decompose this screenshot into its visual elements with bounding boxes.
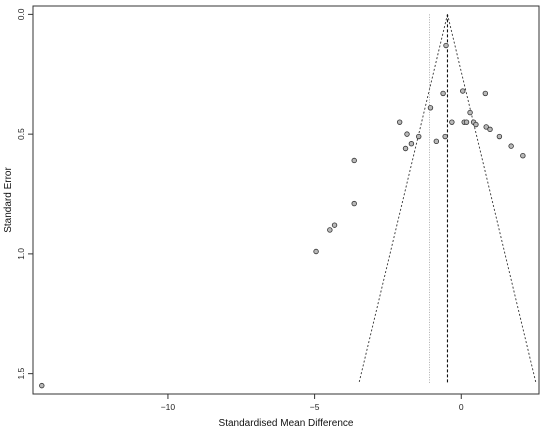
data-point [331,222,338,228]
data-point [442,133,448,140]
data-point [39,382,45,389]
y-tick-label: 1.5 [16,367,26,379]
funnel-left-line [358,14,448,384]
reference-lines [358,14,537,384]
data-point [327,227,333,233]
data-point [440,90,446,97]
plot-frame [32,5,540,395]
data-point [460,88,466,94]
x-axis-title: Standardised Mean Difference [219,418,354,429]
data-point [520,152,526,159]
x-axis: −10 −5 0 [161,394,464,412]
data-point [496,133,503,140]
data-point [508,143,514,149]
data-point [487,126,493,133]
y-axis: 0.0 0.5 1.0 1.5 [16,8,33,380]
data-point [482,90,489,97]
data-point [351,157,357,164]
x-tick-label: −5 [310,402,320,412]
y-tick-label: 1.0 [16,248,26,260]
y-tick-label: 0.0 [16,8,26,20]
data-points [39,42,526,389]
data-point [433,138,440,145]
funnel-right-line [447,14,537,384]
data-point [473,121,479,128]
data-point [463,119,470,125]
data-point [467,109,473,116]
data-point [402,145,409,152]
data-point [416,133,422,140]
data-point [351,200,357,207]
data-point [404,131,410,137]
data-point [408,141,415,147]
x-tick-label: 0 [459,402,464,412]
data-point [396,119,403,125]
data-point [313,248,319,255]
y-axis-title: Standard Error [3,167,14,233]
data-point [427,105,434,111]
data-point [483,124,489,130]
data-point [443,42,449,49]
x-tick-label: −10 [161,402,176,412]
data-point [449,119,455,125]
y-tick-label: 0.5 [16,128,26,140]
